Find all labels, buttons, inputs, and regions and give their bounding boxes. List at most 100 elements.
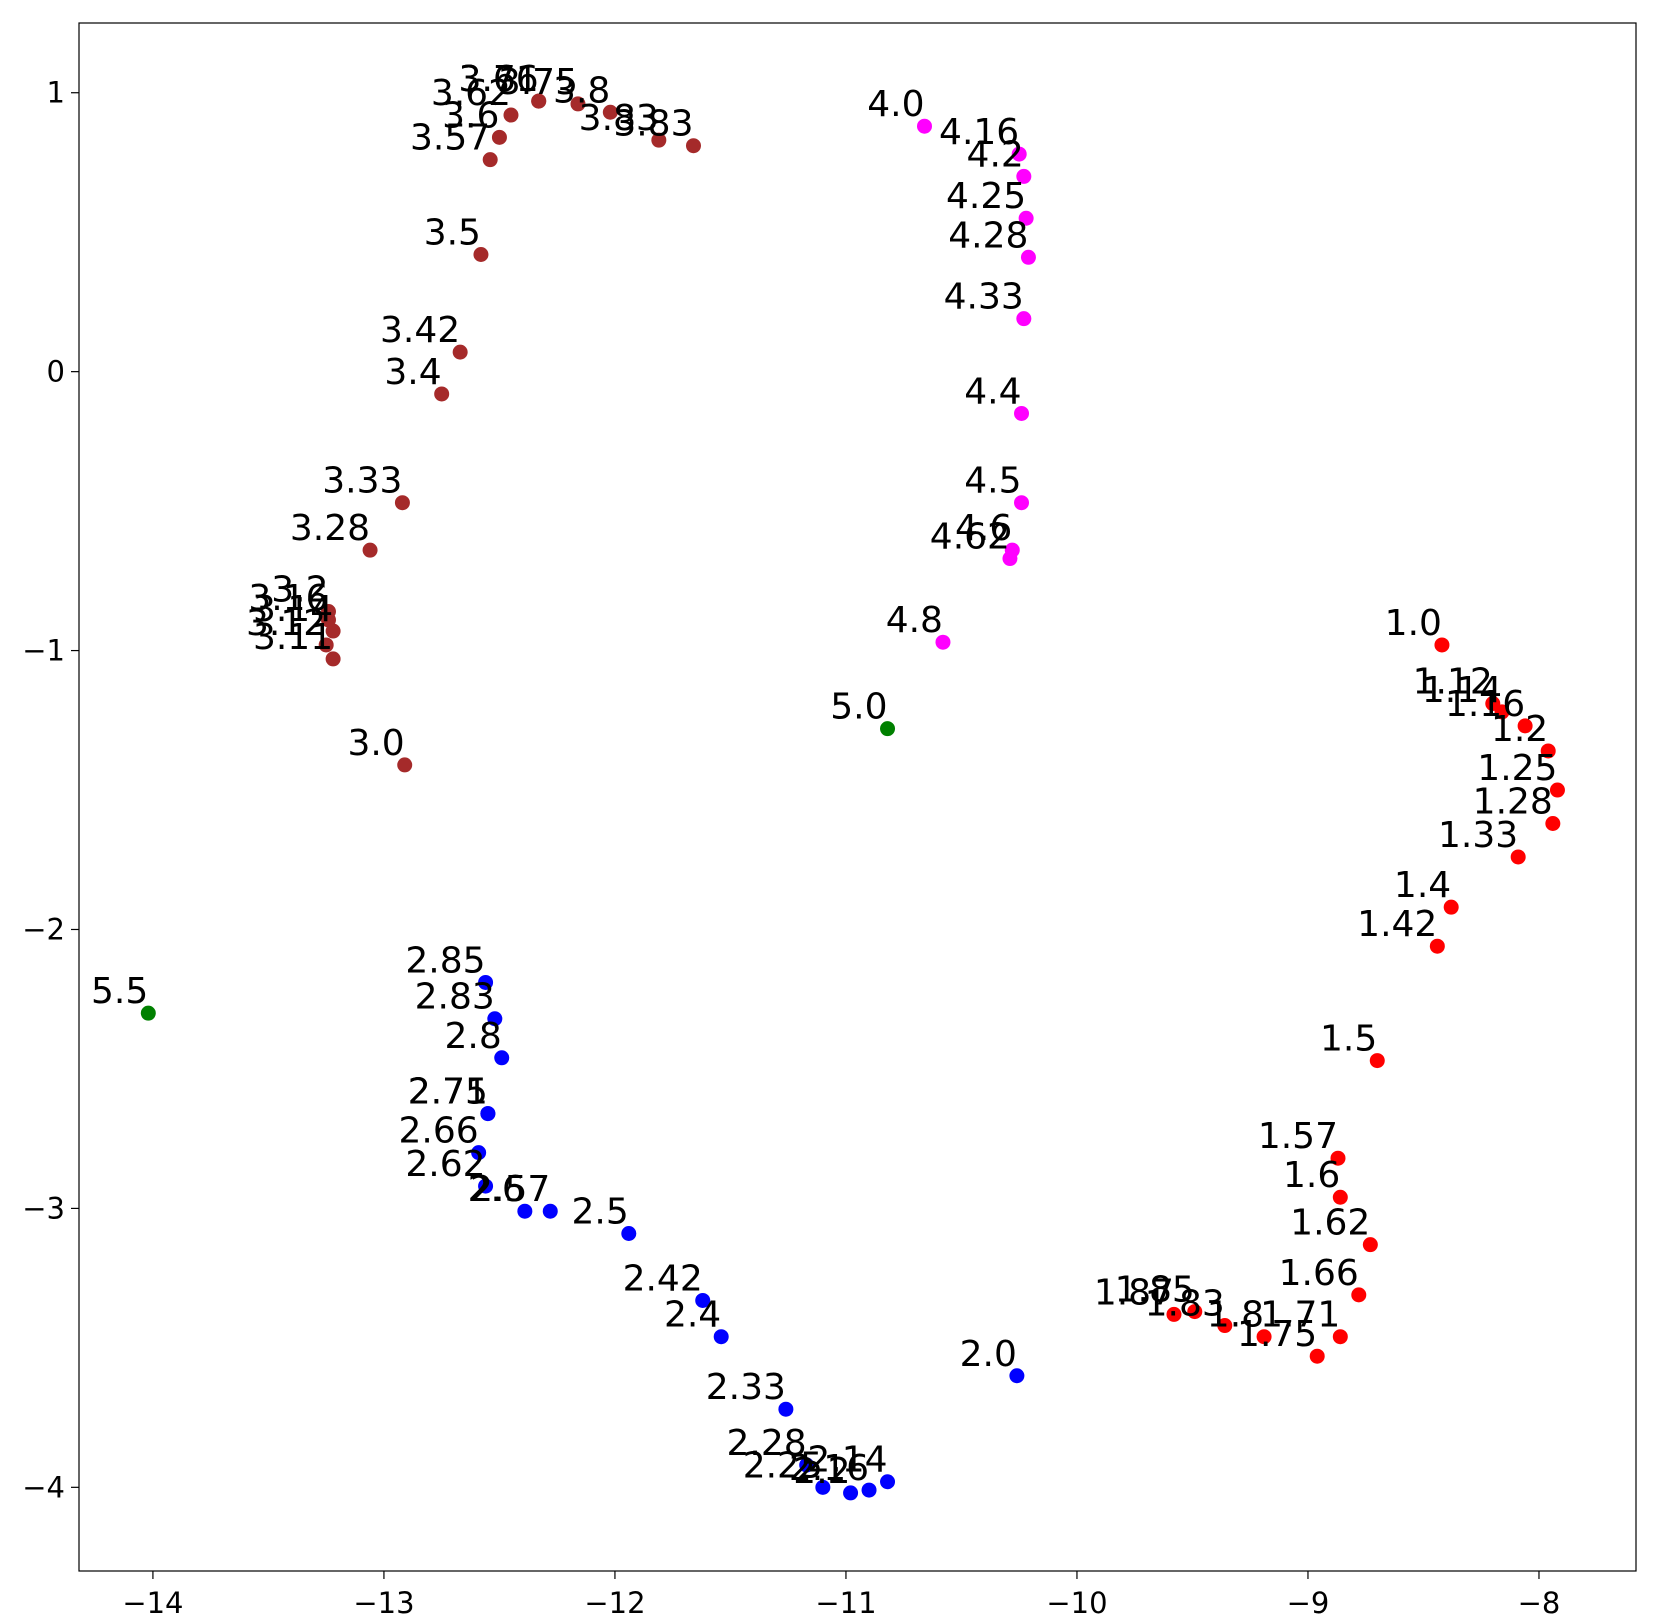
point-label: 1.85 [1115, 1270, 1195, 1311]
data-point [478, 1178, 494, 1194]
point-label: 2.8 [444, 1016, 501, 1057]
data-point [1540, 743, 1556, 759]
point-label: 2.71 [408, 1072, 488, 1113]
point-label: 4.62 [930, 517, 1010, 558]
data-point [473, 247, 489, 263]
data-point [1020, 249, 1036, 265]
point-label: 4.28 [948, 215, 1028, 256]
y-tick-label: −3 [22, 1191, 65, 1225]
y-tick-label: 0 [47, 355, 65, 389]
x-tick-label: −8 [1518, 1586, 1561, 1620]
data-point [1443, 899, 1459, 915]
data-point [651, 132, 667, 148]
plot-area-frame [78, 22, 1637, 1572]
point-label: 3.71 [459, 59, 539, 100]
point-label: 5.5 [91, 971, 148, 1012]
data-point [503, 107, 519, 123]
point-label: 1.4 [1394, 865, 1451, 906]
data-point [621, 1226, 637, 1242]
point-label: 2.5 [572, 1192, 629, 1233]
data-point [843, 1485, 859, 1501]
point-label: 1.71 [1260, 1295, 1340, 1336]
point-label: 1.14 [1422, 670, 1502, 711]
point-label: 2.75 [408, 1072, 488, 1113]
data-point [916, 118, 932, 134]
point-label: 1.0 [1385, 603, 1442, 644]
point-label: 4.25 [946, 176, 1026, 217]
point-label: 1.75 [1237, 1314, 1317, 1355]
point-label: 1.87 [1094, 1272, 1174, 1313]
point-label: 1.12 [1413, 662, 1493, 703]
x-tick-label: −11 [815, 1586, 876, 1620]
point-label: 3.28 [290, 508, 370, 549]
point-label: 3.83 [613, 104, 693, 145]
data-point [478, 974, 494, 990]
x-tick-label: −9 [1287, 1586, 1330, 1620]
point-label: 3.57 [410, 118, 490, 159]
x-axis: −14 −13 −12 −11 −10 −9 −8 [122, 1571, 1560, 1620]
point-label: 4.2 [967, 134, 1024, 175]
point-label: 1.2 [1491, 709, 1548, 750]
data-point [685, 138, 701, 154]
data-point [320, 604, 336, 620]
point-label: 4.0 [867, 84, 924, 125]
data-point [1429, 938, 1445, 954]
data-point [394, 495, 410, 511]
data-point [434, 386, 450, 402]
point-label: 3.2 [271, 570, 328, 611]
point-label: 3.66 [459, 59, 539, 100]
x-tick-label: −10 [1046, 1586, 1107, 1620]
data-point [1362, 1237, 1378, 1253]
point-label: 3.4 [384, 352, 441, 393]
x-tick-label: −12 [584, 1586, 645, 1620]
data-point [452, 344, 468, 360]
y-tick-label: −1 [22, 634, 65, 668]
data-point [570, 96, 586, 112]
point-label: 3.83 [579, 98, 659, 139]
data-point [778, 1401, 794, 1417]
data-point [861, 1482, 877, 1498]
point-label: 1.66 [1279, 1253, 1359, 1294]
point-label: 2.28 [727, 1423, 807, 1464]
point-label: 3.75 [498, 62, 578, 103]
data-point [815, 1479, 831, 1495]
point-label: 4.33 [944, 277, 1024, 318]
data-point [325, 651, 341, 667]
y-tick-label: 1 [47, 76, 65, 110]
point-label: 4.4 [964, 371, 1021, 412]
point-label: 2.83 [415, 977, 495, 1018]
data-point [1009, 1368, 1025, 1384]
point-label: 1.6 [1283, 1155, 1340, 1196]
data-point [713, 1329, 729, 1345]
data-point [1217, 1318, 1233, 1334]
x-tick-label: −13 [353, 1586, 414, 1620]
data-point [494, 1050, 510, 1066]
point-label: 2.2 [793, 1451, 850, 1492]
data-point [1014, 495, 1030, 511]
point-label: 1.83 [1145, 1284, 1225, 1325]
point-label: 2.14 [807, 1440, 887, 1481]
y-tick-label: −2 [22, 912, 65, 946]
data-point [1517, 718, 1533, 734]
data-point [880, 1474, 896, 1490]
data-point [1369, 1053, 1385, 1069]
y-axis: 1 0 −1 −2 −3 −4 [22, 76, 79, 1504]
data-point [1351, 1287, 1367, 1303]
data-point [1332, 1329, 1348, 1345]
point-label: 1.42 [1357, 904, 1437, 945]
point-label: 1.57 [1258, 1116, 1338, 1157]
y-tick-label: −4 [22, 1470, 65, 1504]
data-point [517, 1203, 533, 1219]
point-label: 2.33 [706, 1367, 786, 1408]
data-point [487, 1011, 503, 1027]
point-label: 2.62 [405, 1144, 485, 1185]
data-point [491, 129, 507, 145]
point-label: 1.33 [1438, 815, 1518, 856]
data-point [1256, 1329, 1272, 1345]
point-label: 3.8 [553, 70, 610, 111]
data-point [362, 542, 378, 558]
point-label: 2.66 [398, 1111, 478, 1152]
point-label: 3.0 [347, 723, 404, 764]
data-point [1434, 637, 1450, 653]
